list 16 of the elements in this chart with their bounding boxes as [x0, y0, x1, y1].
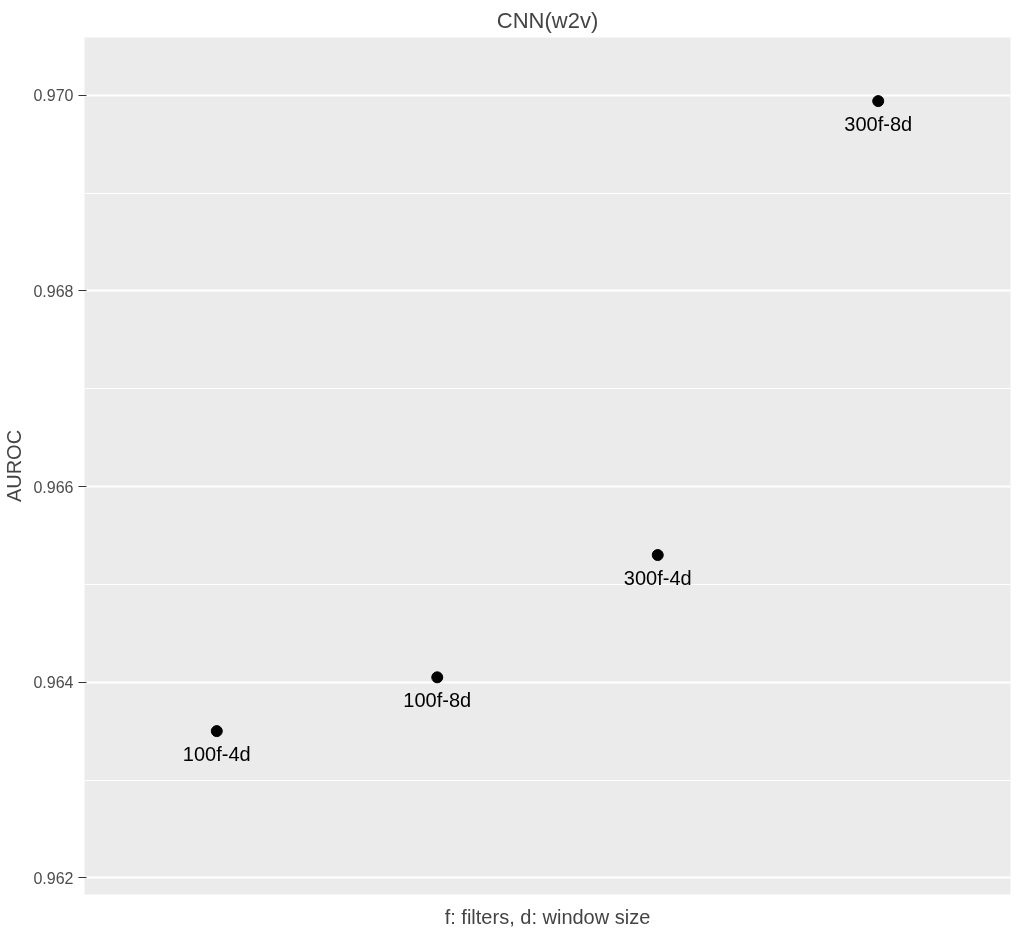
point [872, 95, 885, 108]
x-axis-title: f: filters, d: window size [444, 905, 651, 928]
data-label: 300f-4d [623, 567, 692, 590]
y-axis-title: AUROC [3, 429, 26, 503]
y-tick-label: 0.970 [33, 87, 74, 105]
point [431, 671, 444, 684]
chart-title: CNN(w2v) [496, 7, 599, 33]
point [651, 549, 664, 562]
point [210, 725, 223, 738]
data-label: 300f-8d [844, 113, 913, 136]
data-label: 100f-4d [182, 743, 251, 766]
y-tick-label: 0.966 [33, 478, 74, 496]
y-tick-label: 0.962 [33, 869, 74, 887]
data-label: 100f-8d [403, 689, 472, 712]
y-tick-label: 0.968 [33, 282, 74, 300]
y-tick-label: 0.964 [33, 674, 74, 692]
